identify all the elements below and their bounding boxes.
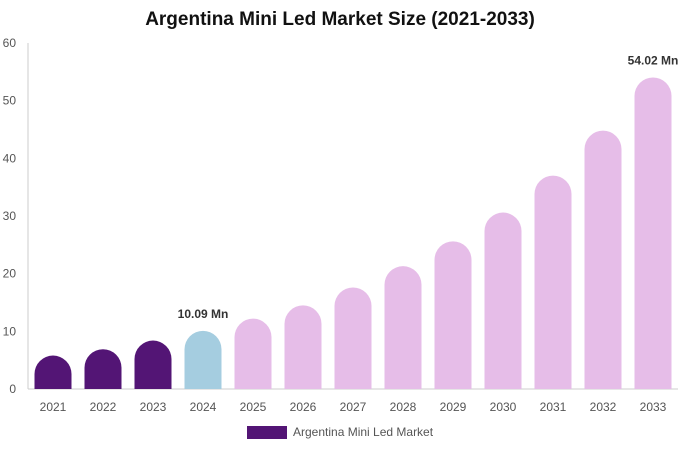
x-tick-label: 2027 <box>340 400 367 414</box>
bar-2023 <box>134 340 172 389</box>
bars <box>34 77 672 390</box>
y-tick-label: 10 <box>3 324 17 338</box>
legend-label: Argentina Mini Led Market <box>293 425 434 439</box>
x-tick-label: 2030 <box>490 400 517 414</box>
bar-2021 <box>34 355 72 389</box>
x-tick-label: 2029 <box>440 400 467 414</box>
y-tick-label: 0 <box>9 382 16 396</box>
y-tick-label: 30 <box>3 209 17 223</box>
bar-2033 <box>634 77 672 389</box>
bar-2030 <box>484 212 522 389</box>
bar-2027 <box>334 287 372 389</box>
x-tick-label: 2031 <box>540 400 567 414</box>
bar-2024 <box>184 330 222 389</box>
x-tick-label: 2026 <box>290 400 317 414</box>
x-tick-label: 2032 <box>590 400 617 414</box>
data-label-2024: 10.09 Mn <box>178 307 229 321</box>
data-labels: 10.09 Mn 54.02 Mn <box>178 53 679 320</box>
x-tick-label: 2025 <box>240 400 267 414</box>
bar-2025 <box>234 318 272 389</box>
y-tick-label: 60 <box>3 36 17 50</box>
x-tick-label: 2023 <box>140 400 167 414</box>
bar-2022 <box>84 349 122 389</box>
y-tick-label: 40 <box>3 151 17 165</box>
bar-2029 <box>434 241 472 389</box>
y-axis: 0 10 20 30 40 50 60 <box>3 36 29 396</box>
bar-2028 <box>384 266 422 389</box>
y-tick-label: 50 <box>3 94 17 108</box>
bar-2026 <box>284 305 322 389</box>
x-tick-label: 2022 <box>90 400 117 414</box>
data-label-2033: 54.02 Mn <box>628 53 679 67</box>
x-axis: 2021 2022 2023 2024 2025 2026 2027 2028 2029 2030… <box>28 388 678 414</box>
legend-swatch <box>247 425 287 439</box>
chart-title: Argentina Mini Led Market Size (2021-203… <box>145 9 535 30</box>
x-tick-label: 2024 <box>190 400 217 414</box>
bar-2031 <box>534 175 572 389</box>
x-tick-label: 2033 <box>640 400 667 414</box>
bar-2032 <box>584 130 622 390</box>
legend: Argentina Mini Led Market <box>247 425 433 439</box>
y-tick-label: 20 <box>3 267 17 281</box>
x-tick-label: 2028 <box>390 400 417 414</box>
x-tick-label: 2021 <box>40 400 67 414</box>
